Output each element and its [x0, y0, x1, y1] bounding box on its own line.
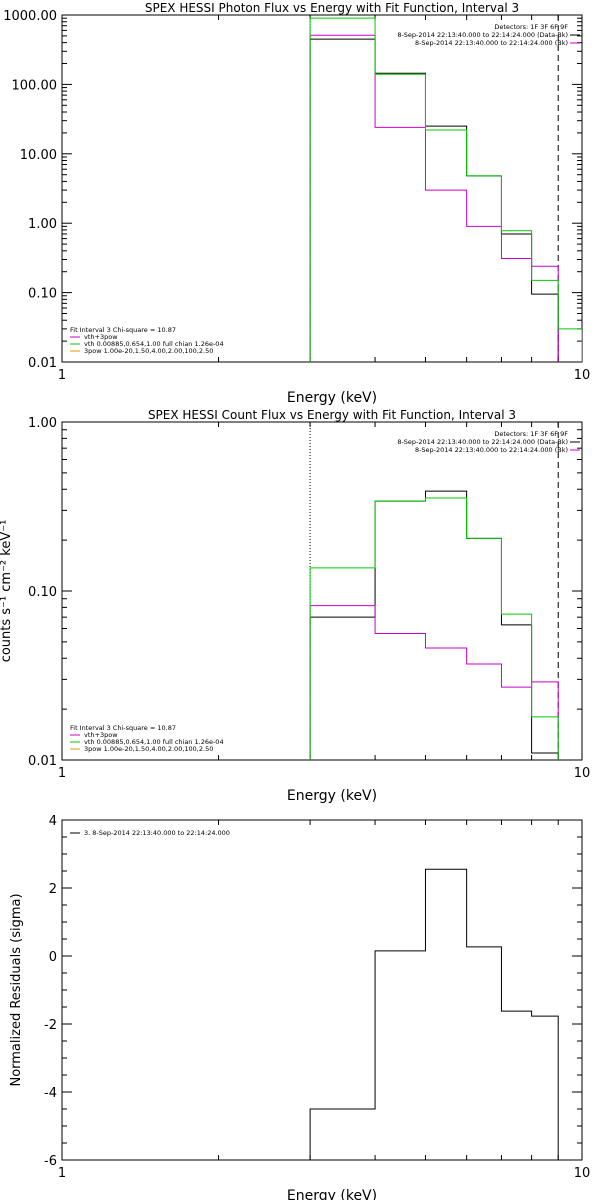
legend-entry: vth 0.00885,0.654,1.00 full chian 1.26e-… [84, 738, 224, 746]
legend-entry: vth+3pow [84, 333, 118, 341]
series-3-steps [309, 497, 559, 760]
y-tick-label: 0.01 [28, 754, 57, 769]
y-tick-label: -4 [44, 1086, 57, 1101]
chart-title: SPEX HESSI Count Flux vs Energy with Fit… [148, 408, 516, 422]
plot-frame [61, 14, 583, 363]
series-1-steps [309, 38, 559, 362]
y-tick-label: 0.10 [28, 585, 57, 600]
y-tick-label: 0 [49, 950, 57, 965]
legend-entry: vth+3pow [84, 731, 118, 739]
y-axis-label: Normalized Residuals (sigma) [9, 893, 24, 1086]
y-tick-label: 2 [49, 882, 57, 897]
x-tick-label: 10 [574, 368, 591, 383]
plot-frame [61, 421, 583, 761]
y-tick-label: 100.00 [12, 78, 58, 93]
series-2-steps [309, 34, 559, 362]
legend-top-line: 8-Sep-2014 22:13:40.000 to 22:14:24.000 … [397, 31, 568, 39]
x-tick-label: 10 [574, 1166, 591, 1181]
x-axis-label: Energy (keV) [287, 390, 377, 406]
y-tick-label: 10.00 [20, 148, 57, 163]
legend-entry: 3pow 1.00e-20,1.50,4.00,2.00,100,2.50 [84, 347, 213, 355]
legend-bottom-header: Fit Interval 3 Chi-square = 10.87 [70, 326, 176, 334]
x-tick-label: 1 [58, 368, 66, 383]
chart-3: 1 10 Energy (keV) -6 -4 -2 0 2 4 Normalized Resid… [9, 814, 590, 1200]
legend-entry: 3pow 1.00e-20,1.50,4.00,2.00,100,2.50 [84, 745, 213, 753]
y-tick-label: 1.00 [28, 217, 57, 232]
y-tick-label: 1.00 [28, 416, 57, 431]
legend-top-line: Detectors: 1F 3F 6F 9F [494, 430, 568, 438]
x-tick-label: 1 [58, 1166, 66, 1181]
legend-top-line: Detectors: 1F 3F 6F 9F [494, 23, 568, 31]
legend-top-line: 8-Sep-2014 22:13:40.000 to 22:14:24.000 … [415, 446, 568, 454]
x-tick-label: 10 [574, 766, 591, 781]
legend-entry: 3. 8-Sep-2014 22:13:40.000 to 22:14:24.0… [84, 829, 230, 837]
y-tick-label: 0.10 [28, 287, 57, 302]
x-axis-label: Energy (keV) [287, 1188, 377, 1200]
series-2-steps [309, 605, 559, 760]
chart-title: SPEX HESSI Photon Flux vs Energy with Fi… [145, 1, 519, 15]
y-tick-label: -2 [44, 1018, 57, 1033]
y-tick-label: 1000.00 [3, 9, 57, 24]
chart-1: SPEX HESSI Photon Flux vs Energy with Fi… [3, 1, 590, 406]
y-axis-label: counts s⁻¹ cm⁻² keV⁻¹ [0, 520, 14, 663]
chart-2: SPEX HESSI Count Flux vs Energy with Fit… [0, 408, 590, 804]
x-tick-label: 1 [58, 766, 66, 781]
series-1-steps [309, 868, 559, 1160]
legend-top-line: 8-Sep-2014 22:13:40.000 to 22:14:24.000 … [415, 39, 568, 47]
series-1-steps [309, 490, 559, 760]
y-tick-label: 4 [49, 814, 57, 829]
y-tick-label: 0.01 [28, 356, 57, 371]
legend-entry: vth 0.00885,0.654,1.00 full chian 1.26e-… [84, 340, 224, 348]
legend-top-line: 8-Sep-2014 22:13:40.000 to 22:14:24.000 … [397, 438, 568, 446]
y-tick-label: -6 [44, 1154, 57, 1169]
series-3-steps [309, 17, 582, 362]
x-axis-label: Energy (keV) [287, 788, 377, 804]
legend-bottom-header: Fit Interval 3 Chi-square = 10.87 [70, 724, 176, 732]
